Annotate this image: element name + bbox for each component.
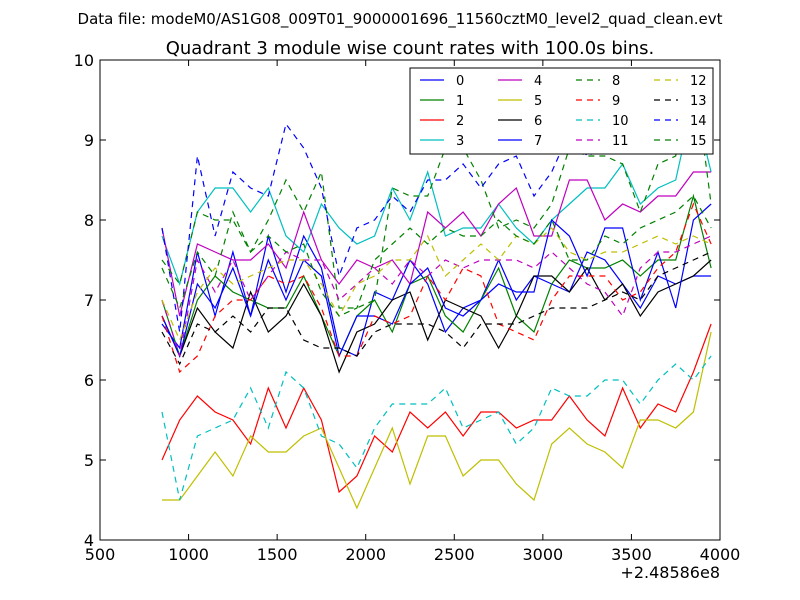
legend-label-8: 8 (612, 74, 620, 89)
x-offset-label: +2.48586e8 (620, 563, 720, 582)
series-line-12 (161, 227, 712, 342)
x-tick-label: 1000 (168, 545, 209, 564)
legend-label-15: 15 (690, 134, 707, 149)
series-line-4 (161, 171, 712, 317)
series-line-0 (161, 233, 712, 357)
x-tick-label: 500 (85, 545, 116, 564)
x-tick-label: 3500 (611, 545, 652, 564)
series-line-10 (161, 355, 712, 501)
legend-label-6: 6 (534, 114, 542, 129)
y-tick-label: 9 (84, 131, 94, 150)
legend-label-14: 14 (690, 114, 707, 129)
legend-label-10: 10 (612, 114, 629, 129)
legend-label-13: 13 (690, 94, 707, 109)
chart-suptitle: Data file: modeM0/AS1G08_009T01_90000016… (78, 10, 723, 29)
legend-label-5: 5 (534, 94, 542, 109)
y-tick-label: 6 (84, 371, 94, 390)
y-tick-label: 10 (74, 51, 94, 70)
legend-label-3: 3 (456, 134, 464, 149)
x-tick-label: 1500 (257, 545, 298, 564)
x-tick-label: 2000 (345, 545, 386, 564)
series-line-5 (162, 331, 712, 510)
series-line-3 (161, 99, 712, 287)
legend-label-1: 1 (456, 94, 464, 109)
legend-label-2: 2 (456, 114, 464, 129)
x-tick-label: 3000 (522, 545, 563, 564)
legend-label-0: 0 (456, 74, 464, 89)
legend-label-12: 12 (690, 74, 707, 89)
series-line-7 (161, 203, 712, 358)
legend-label-7: 7 (534, 134, 542, 149)
legend-label-9: 9 (612, 94, 620, 109)
legend-frame (409, 67, 714, 155)
y-tick-label: 7 (84, 291, 94, 310)
series-line-2 (161, 323, 712, 494)
series-line-11 (161, 235, 712, 357)
y-tick-label: 5 (84, 451, 94, 470)
chart-title: Quadrant 3 module wise count rates with … (166, 38, 655, 59)
y-tick-label: 4 (84, 531, 94, 550)
series-line-6 (161, 259, 712, 374)
legend-label-11: 11 (612, 134, 629, 149)
series-line-15 (161, 195, 712, 317)
x-tick-label: 2500 (434, 545, 475, 564)
x-tick-label: 4000 (700, 545, 741, 564)
legend-label-4: 4 (534, 74, 542, 89)
series-line-1 (161, 193, 712, 358)
y-tick-label: 8 (84, 211, 94, 230)
